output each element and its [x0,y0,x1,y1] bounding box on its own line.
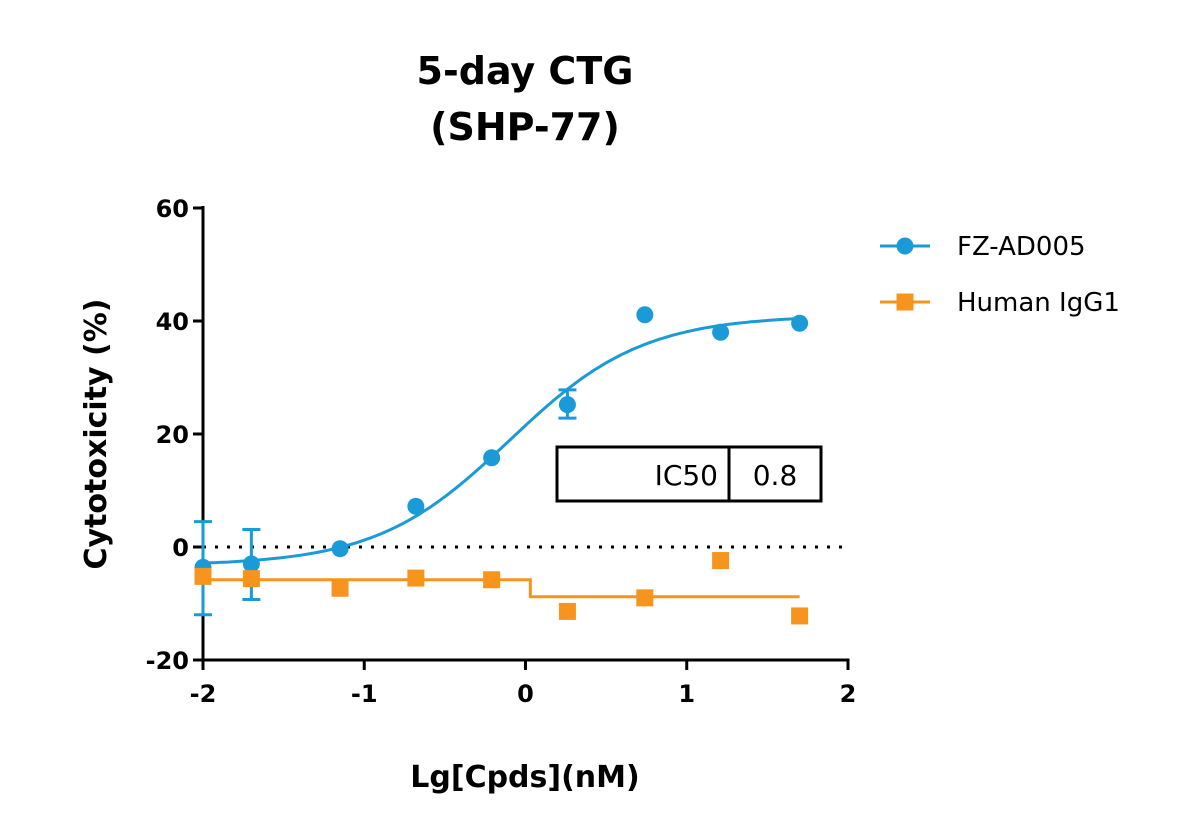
ic50-table: IC50 0.8 [555,445,823,503]
x-axis-label: Lg[Cpds](nM) [410,760,639,795]
y-tick-label: 20 [156,421,189,449]
series-0-fit-line [202,317,800,565]
series-1-fit-line [203,578,800,599]
chart-title-line-1: 5-day CTG [417,49,634,93]
series-1-point [331,579,349,597]
y-tick-label: 60 [156,195,189,223]
x-tick-label: 1 [678,680,695,708]
series-0-point [636,306,654,324]
series-1-point [194,567,212,585]
ic50-value: 0.8 [753,459,798,492]
series-0-point [407,497,425,515]
y-tick-label: -20 [146,647,189,675]
legend-label-1: Human IgG1 [957,288,1120,318]
series-1-point [407,569,425,587]
series-1-point [483,571,501,589]
legend-label-0: FZ-AD005 [957,232,1086,262]
x-tick-label: 0 [517,680,534,708]
series-0-point [242,555,260,573]
legend-marker-1 [896,293,914,311]
series-1-point [791,607,809,625]
legend-marker-0 [896,237,914,255]
series-1-point [558,602,576,620]
series-1-point [242,570,260,588]
ic50-table-border [555,445,823,503]
x-tick-label: 2 [840,680,857,708]
legend: FZ-AD005 Human IgG1 [880,232,1120,318]
series-0-point [483,449,501,467]
series-0-point [712,323,730,341]
ic50-label: IC50 [655,459,718,492]
y-axis-label: Cytotoxicity (%) [79,299,114,570]
plot-area: -20 0 20 40 60 -2 -1 0 1 2 [146,195,857,708]
y-tick-label: 0 [172,534,189,562]
series-1-point [712,552,730,570]
x-tick-label: -2 [190,680,217,708]
series-1-point [636,589,654,607]
series-0-point [791,314,809,332]
series-0-point [558,396,576,414]
y-tick-label: 40 [156,308,189,336]
x-tick-label: -1 [351,680,378,708]
chart-title-line-2: (SHP-77) [430,105,620,149]
series-0-point [331,540,349,558]
